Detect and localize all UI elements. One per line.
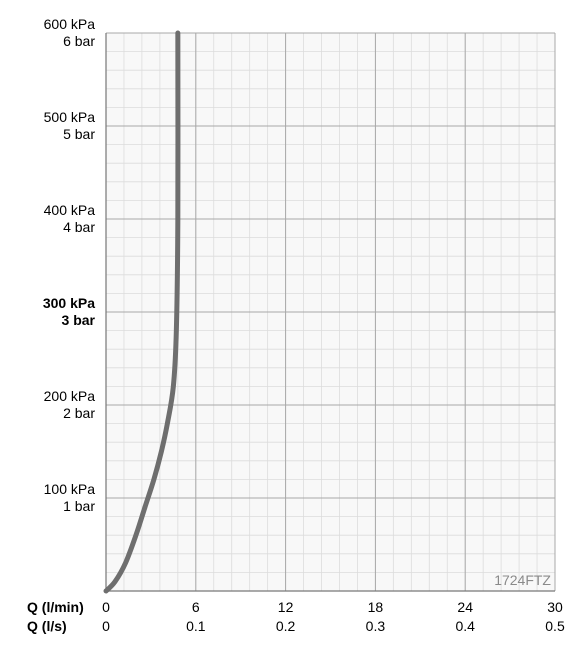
x-tick-label-ls: 0.1 (186, 618, 206, 634)
y-tick-label-bar: 6 bar (63, 33, 95, 49)
x-tick-label-lmin: 24 (457, 599, 473, 615)
x-tick-label-ls: 0.5 (545, 618, 565, 634)
series-layer (103, 30, 181, 594)
y-tick-label-kpa: 100 kPa (44, 481, 96, 497)
y-tick-label-bar: 1 bar (63, 498, 95, 514)
x-tick-label-lmin: 6 (192, 599, 200, 615)
x-tick-label-lmin: 18 (368, 599, 384, 615)
x-axis-labels: 0 0 6 0.1 12 0.2 18 0.3 24 0.4 30 0.5 (102, 599, 565, 634)
y-tick-label-kpa: 200 kPa (44, 388, 96, 404)
x-tick-label-ls: 0.4 (455, 618, 475, 634)
x-axis-title-ls: Q (l/s) (27, 618, 67, 634)
flow-curve (103, 30, 181, 594)
x-tick-label-lmin: 30 (547, 599, 563, 615)
y-tick-label-bar: 4 bar (63, 219, 95, 235)
x-axis-title-lmin: Q (l/min) (27, 599, 84, 615)
y-tick-label-kpa: 600 kPa (44, 16, 96, 32)
y-tick-label-bar: 3 bar (62, 312, 96, 328)
chart-code-label: 1724FTZ (494, 572, 551, 588)
y-tick-label-kpa: 500 kPa (44, 109, 96, 125)
y-tick-label-bar: 5 bar (63, 126, 95, 142)
major-grid (105, 32, 556, 592)
x-tick-label-lmin: 0 (102, 599, 110, 615)
x-tick-label-ls: 0.3 (366, 618, 386, 634)
y-tick-label-bar: 2 bar (63, 405, 95, 421)
x-tick-label-lmin: 12 (278, 599, 294, 615)
y-tick-label-kpa: 300 kPa (43, 295, 95, 311)
y-tick-label-kpa: 400 kPa (44, 202, 96, 218)
x-tick-label-ls: 0.2 (276, 618, 296, 634)
x-tick-label-ls: 0 (102, 618, 110, 634)
